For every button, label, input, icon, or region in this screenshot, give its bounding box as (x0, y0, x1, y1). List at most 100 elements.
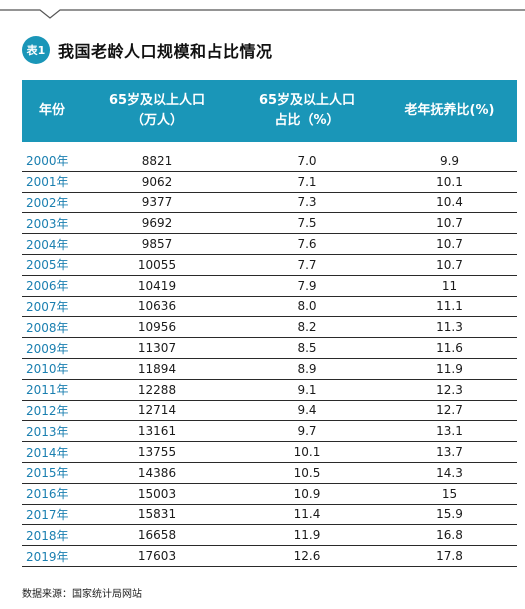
cell-share: 7.3 (297, 195, 317, 210)
cell-year: 2018年 (26, 528, 69, 543)
cell-population: 8821 (141, 153, 173, 168)
cell-dependency-ratio: 11.1 (436, 299, 463, 314)
cell-year: 2014年 (26, 445, 69, 460)
cell-year: 2015年 (26, 466, 69, 481)
cell-dependency-ratio: 15 (441, 486, 458, 501)
cell-dependency-ratio: 10.4 (436, 195, 463, 210)
table-row: 2012年 12714 9.4 12.7 (22, 401, 517, 422)
cell-dependency-ratio: 14.3 (436, 465, 463, 480)
cell-dependency-ratio: 11.6 (436, 341, 463, 356)
cell-dependency-ratio: 10.7 (436, 257, 463, 272)
cell-year: 2003年 (26, 216, 69, 231)
cell-share: 7.9 (297, 278, 317, 293)
cell-population: 13755 (137, 445, 177, 460)
cell-population: 13161 (137, 424, 177, 439)
table-header: 年份 65岁及以上人口 （万人） 65岁及以上人口 占比（%） 老年抚养比(%) (22, 80, 517, 142)
cell-year: 2019年 (26, 549, 69, 564)
table-row: 2015年 14386 10.5 14.3 (22, 463, 517, 484)
table-row: 2014年 13755 10.1 13.7 (22, 442, 517, 463)
cell-population: 11894 (137, 361, 177, 376)
cell-dependency-ratio: 11.9 (436, 361, 463, 376)
cell-share: 12.6 (293, 549, 321, 564)
cell-dependency-ratio: 12.7 (436, 403, 463, 418)
cell-population: 12288 (137, 382, 177, 397)
table-row: 2010年 11894 8.9 11.9 (22, 359, 517, 380)
cell-year: 2000年 (26, 154, 69, 169)
cell-population: 9857 (141, 237, 173, 252)
cell-share: 11.4 (293, 507, 321, 522)
column-header-year: 年份 (38, 103, 65, 118)
cell-share: 8.5 (297, 341, 317, 356)
table-row: 2001年 9062 7.1 10.1 (22, 172, 517, 193)
cell-dependency-ratio: 17.8 (436, 549, 463, 564)
cell-share: 9.7 (297, 424, 317, 439)
table-title-row: 表1 我国老龄人口规模和占比情况 (22, 36, 273, 64)
table-row: 2017年 15831 11.4 15.9 (22, 505, 517, 526)
cell-population: 9062 (141, 174, 173, 189)
cell-population: 15831 (137, 507, 177, 522)
cell-dependency-ratio: 10.1 (436, 174, 463, 189)
cell-share: 10.9 (293, 486, 321, 501)
table-row: 2011年 12288 9.1 12.3 (22, 380, 517, 401)
table-row: 2018年 16658 11.9 16.8 (22, 525, 517, 547)
cell-dependency-ratio: 12.3 (436, 382, 463, 397)
cell-population: 15003 (137, 486, 177, 501)
top-divider-line (0, 9, 525, 19)
cell-year: 2005年 (26, 258, 69, 273)
cell-dependency-ratio: 16.8 (436, 528, 463, 543)
cell-dependency-ratio: 11.3 (436, 320, 463, 335)
cell-share: 10.5 (293, 465, 321, 480)
table-row: 2019年 17603 12.6 17.8 (22, 546, 517, 567)
cell-year: 2007年 (26, 299, 69, 314)
cell-dependency-ratio: 10.7 (436, 216, 463, 231)
table-row: 2003年 9692 7.5 10.7 (22, 213, 517, 235)
table-row: 2006年 10419 7.9 11 (22, 276, 517, 297)
cell-population: 14386 (137, 465, 177, 480)
cell-share: 11.9 (293, 528, 321, 543)
column-header-dependency-ratio: 老年抚养比(%) (404, 103, 495, 118)
table-row: 2009年 11307 8.5 11.6 (22, 338, 517, 359)
cell-population: 11307 (137, 341, 177, 356)
cell-year: 2006年 (26, 279, 69, 294)
cell-population: 17603 (137, 549, 177, 564)
cell-year: 2010年 (26, 362, 69, 377)
cell-year: 2002年 (26, 195, 69, 210)
cell-dependency-ratio: 10.7 (436, 237, 463, 252)
table-row: 2016年 15003 10.9 15 (22, 484, 517, 505)
cell-share: 9.4 (297, 403, 317, 418)
cell-share: 9.1 (297, 382, 317, 397)
cell-year: 2012年 (26, 403, 69, 418)
cell-population: 9377 (141, 195, 173, 210)
table-number-badge: 表1 (22, 36, 50, 64)
cell-share: 7.5 (297, 216, 317, 231)
cell-dependency-ratio: 9.9 (439, 153, 460, 168)
cell-year: 2009年 (26, 341, 69, 356)
column-header-population: 65岁及以上人口 （万人） (108, 93, 206, 128)
cell-population: 10419 (137, 278, 177, 293)
cell-dependency-ratio: 15.9 (436, 507, 463, 522)
cell-year: 2013年 (26, 424, 69, 439)
table-body: 2000年 8821 7.0 9.9 2001年 9062 7.1 10.1 2002年 9377… (22, 151, 517, 567)
table-row: 2004年 9857 7.6 10.7 (22, 234, 517, 255)
column-header-share: 65岁及以上人口 占比（%） (258, 93, 356, 128)
cell-share: 7.6 (297, 237, 317, 252)
cell-year: 2008年 (26, 320, 69, 335)
cell-year: 2004年 (26, 237, 69, 252)
table-row: 2005年 10055 7.7 10.7 (22, 255, 517, 276)
cell-share: 8.9 (297, 361, 317, 376)
cell-dependency-ratio: 13.7 (436, 445, 463, 460)
cell-year: 2011年 (26, 383, 69, 398)
cell-year: 2017年 (26, 507, 69, 522)
table-row: 2008年 10956 8.2 11.3 (22, 317, 517, 339)
table-row: 2007年 10636 8.0 11.1 (22, 297, 517, 318)
cell-dependency-ratio: 13.1 (436, 424, 463, 439)
table-row: 2013年 13161 9.7 13.1 (22, 421, 517, 443)
cell-share: 10.1 (293, 445, 321, 460)
cell-population: 16658 (137, 528, 177, 543)
cell-share: 7.0 (297, 153, 317, 168)
cell-population: 10055 (137, 257, 177, 272)
cell-population: 10956 (137, 320, 177, 335)
cell-share: 8.0 (297, 299, 317, 314)
cell-year: 2016年 (26, 487, 69, 502)
cell-population: 10636 (137, 299, 177, 314)
